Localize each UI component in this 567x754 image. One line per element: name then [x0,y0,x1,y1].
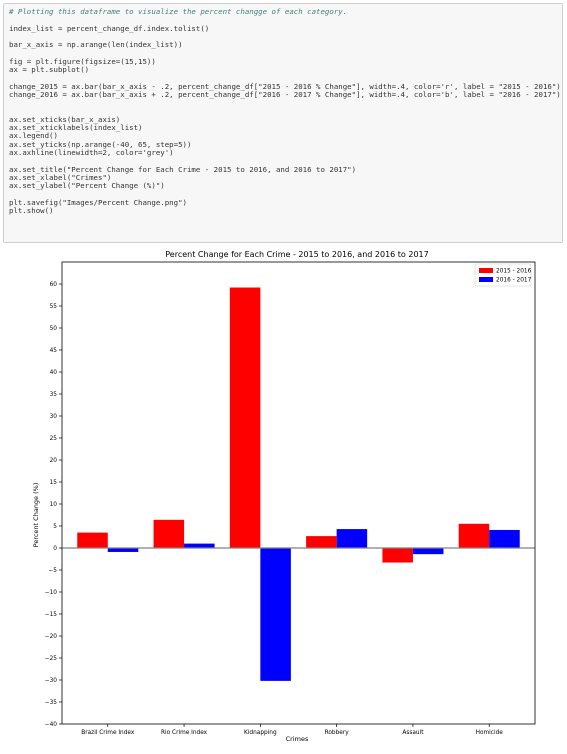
y-tick-label: −30 [45,678,58,684]
bar-series-1 [306,536,337,548]
x-tick-label: Assault [402,730,424,736]
y-tick-label: 55 [50,304,58,310]
code-cell-input[interactable]: # Plotting this dataframe to visualize t… [3,3,563,243]
code-line: ax.axhline(linewidth=2, color='grey') [9,148,174,158]
y-tick-label: 5 [53,524,57,530]
legend-swatch [479,268,493,273]
code-line: index_list = percent_change_df.index.tol… [9,23,210,33]
code-line [9,99,557,107]
bar-series-1 [382,548,413,563]
code-line: plt.show() [9,206,54,216]
legend-label: 2016 - 2017 [496,278,532,284]
bar-series-2 [412,548,444,555]
bar-series-1 [153,519,185,548]
x-tick-label: Robbery [325,730,350,736]
y-tick-label: −5 [48,568,57,574]
code-line: ax.set_ylabel("Percent Change (%)") [9,181,165,191]
y-axis-label: Percent Change (%) [32,483,40,548]
code-line: ax.set_xticklabels(index_list) [9,123,143,133]
y-tick-label: −15 [45,612,58,618]
y-tick-label: 50 [50,326,58,332]
y-tick-label: 20 [50,458,58,464]
code-line: ax.set_xticks(bar_x_axis) [9,114,121,124]
bar-series-1 [229,287,261,548]
y-tick-label: 45 [50,348,58,354]
y-tick-label: 35 [50,392,58,398]
code-line: plt.savefig("Images/Percent Change.png") [9,197,187,207]
plot-frame [61,261,536,725]
code-comment-line: # Plotting this dataframe to visualize t… [9,7,348,16]
code-cell-output: Percent Change for Each Crime - 2015 to … [0,246,567,750]
y-tick-label: −10 [45,590,58,596]
bar-series-1 [458,523,490,548]
bar-series-2 [184,543,215,548]
bar-series-2 [107,548,139,552]
code-line: ax.set_title("Percent Change for Each Cr… [9,164,357,174]
y-tick-label: 15 [50,480,58,486]
code-line: change_2016 = ax.bar(bar_x_axis + .2, pe… [9,89,561,99]
code-line: bar_x_axis = np.arange(len(index_list)) [9,40,183,50]
legend-swatch [479,277,493,282]
y-tick-label: 60 [50,282,58,288]
bar-series-2 [260,548,291,681]
bar-series-2 [336,529,368,548]
y-tick-label: 0 [53,546,57,552]
code-line: ax = plt.subplot() [9,65,90,75]
code-block: # Plotting this dataframe to visualize t… [9,7,561,216]
code-line: ax.legend() [9,131,58,141]
y-tick-label: −35 [45,700,58,706]
percent-change-bar-chart: Percent Change for Each Crime - 2015 to … [32,250,536,743]
x-tick-label: Rio Crime Index [161,730,208,736]
y-tick-label: 30 [50,414,58,420]
y-tick-label: −20 [45,634,58,640]
x-tick-label: Homicide [476,730,504,736]
code-line: ax.set_xlabel("Crimes") [9,172,112,182]
bar-series-2 [489,529,520,548]
bar-series-1 [77,532,108,548]
code-line: change_2015 = ax.bar(bar_x_axis - .2, pe… [9,81,561,91]
x-tick-label: Kidnapping [244,730,277,736]
chart-title: Percent Change for Each Crime - 2015 to … [165,250,428,259]
x-tick-label: Brazil Crime Index [81,730,135,736]
x-axis-label: Crimes [286,735,309,743]
code-line: ax.set_yticks(np.arange(-40, 65, step=5)… [9,139,192,149]
code-line: fig = plt.figure(figsize=(15,15)) [9,56,156,66]
y-tick-label: −25 [45,656,58,662]
y-tick-label: 10 [50,502,58,508]
y-tick-label: 40 [50,370,58,376]
legend-label: 2015 - 2016 [496,269,532,275]
y-tick-label: −40 [45,722,58,728]
y-tick-label: 25 [50,436,58,442]
